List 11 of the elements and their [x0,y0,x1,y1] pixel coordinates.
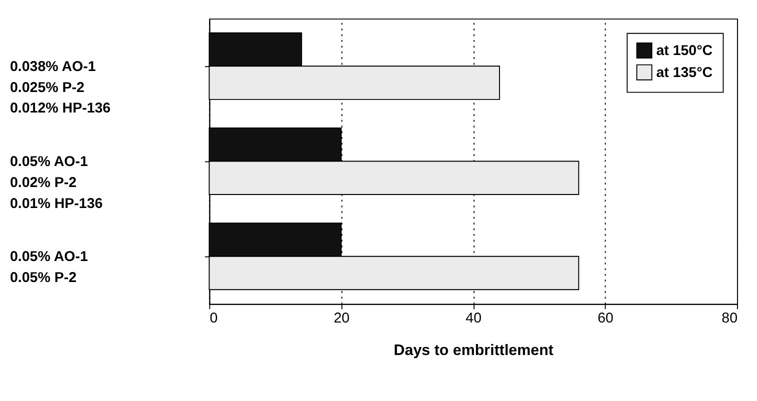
x-tick-label: 60 [598,310,614,326]
legend-label: at 135°C [656,65,713,82]
y-tick-label: 0.038% AO-1 0.025% P-2 0.012% HP-136 [10,58,111,117]
legend-label: at 150°C [656,43,713,60]
x-axis-title: Days to embrittlement [394,342,554,359]
x-tick-label: 40 [466,310,482,326]
y-tick-label: 0.05% AO-1 0.02% P-2 0.01% HP-136 [10,154,103,212]
x-tick-label: 80 [722,310,738,326]
y-tick-label: 0.05% AO-1 0.05% P-2 [10,249,88,286]
x-tick-label: 0 [210,310,218,326]
x-tick-label: 20 [334,310,350,326]
